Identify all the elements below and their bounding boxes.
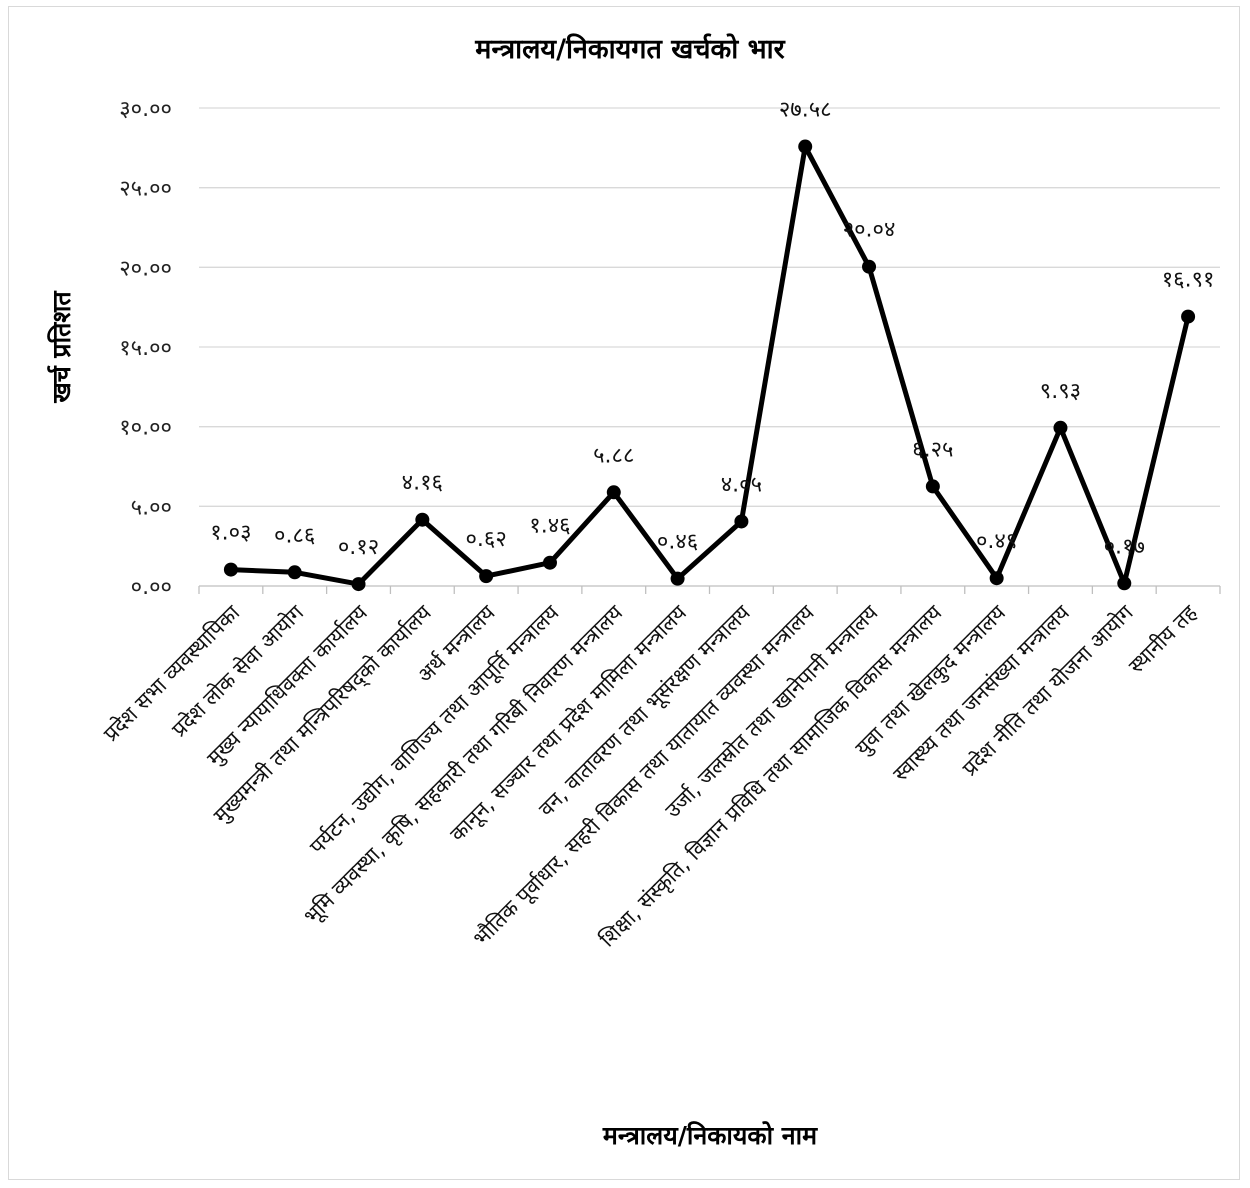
data-point xyxy=(925,479,940,494)
data-label: ५.८८ xyxy=(593,443,634,468)
data-label: ०.४६ xyxy=(657,530,698,555)
x-category-label: कानून, सञ्चार तथा प्रदेश मामिला मन्त्राल… xyxy=(445,600,692,847)
data-point xyxy=(415,512,430,527)
data-label: १.४६ xyxy=(529,514,570,539)
data-point xyxy=(351,577,366,592)
y-tick-label: ५.०० xyxy=(131,495,172,520)
data-label: ९.९३ xyxy=(1040,379,1081,404)
data-point xyxy=(989,571,1004,586)
x-category-labels: प्रदेश सभा व्यवस्थापिकाप्रदेश लोक सेवा आ… xyxy=(99,600,1202,953)
data-point xyxy=(606,485,621,500)
data-label: २७.५८ xyxy=(779,98,832,123)
data-point xyxy=(798,139,813,154)
data-label: ०.४९ xyxy=(976,529,1017,554)
y-tick-labels: ०.०० ५.०० १०.०० १५.०० २०.०० २५.०० ३०.०० xyxy=(119,97,172,600)
y-tick-label: ०.०० xyxy=(131,575,172,600)
y-axis-title: खर्च प्रतिशत xyxy=(47,290,76,404)
data-point xyxy=(479,569,494,584)
data-point xyxy=(223,562,238,577)
chart-title: मन्त्रालय/निकायगत खर्चको भार xyxy=(474,33,785,65)
data-point xyxy=(1053,420,1068,435)
x-axis-title: मन्त्रालय/निकायको नाम xyxy=(602,1121,818,1150)
data-label: ०.१७ xyxy=(1104,534,1145,559)
data-point xyxy=(862,259,877,274)
data-label: ०.१२ xyxy=(338,535,379,560)
series xyxy=(223,139,1196,592)
y-tick-label: २५.०० xyxy=(119,177,172,202)
data-point xyxy=(734,514,749,529)
data-label: १६.९१ xyxy=(1162,268,1215,293)
data-point xyxy=(670,571,685,586)
y-tick-label: १०.०० xyxy=(119,416,172,441)
series-line xyxy=(230,144,1191,587)
data-label: १.०३ xyxy=(210,521,251,546)
x-category-label: स्थानीय तह xyxy=(1124,600,1202,678)
data-point xyxy=(1181,309,1196,324)
data-label: ४.०५ xyxy=(721,472,762,497)
data-label: ४.१६ xyxy=(402,471,443,496)
gridlines xyxy=(198,107,1221,594)
data-label: २०.०४ xyxy=(843,218,896,243)
data-label: ०.६२ xyxy=(465,527,506,552)
data-point xyxy=(287,565,302,580)
chart-frame xyxy=(8,6,1240,1180)
y-tick-label: ३०.०० xyxy=(119,97,172,122)
data-labels: १.०३ ०.८६ ०.१२ ४.१६ ०.६२ १.४६ ५.८८ ०.४६ ४.०५ २७.५… xyxy=(210,98,1214,561)
data-label: ६.२५ xyxy=(912,437,953,462)
y-tick-label: १५.०० xyxy=(119,336,172,361)
y-tick-label: २०.०० xyxy=(119,256,172,281)
data-point xyxy=(1117,576,1132,591)
data-label: ०.८६ xyxy=(274,523,315,548)
data-point xyxy=(542,555,557,570)
